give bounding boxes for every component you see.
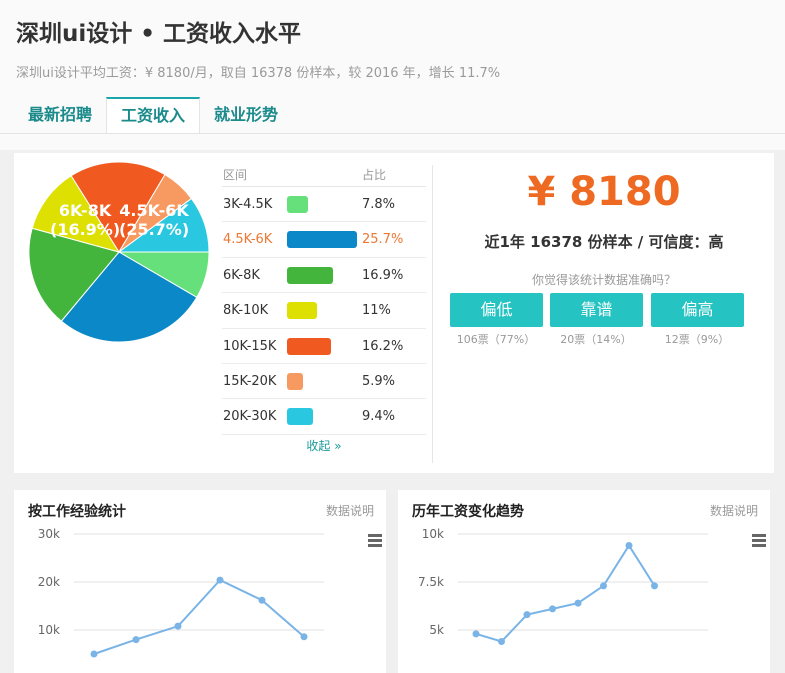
data-point[interactable] xyxy=(216,576,224,584)
data-point[interactable] xyxy=(651,582,658,590)
poll-question: 你觉得该统计数据准确吗？ xyxy=(531,273,676,287)
row-range: 3K-4.5K xyxy=(223,197,273,212)
vote-low-button[interactable]: 偏低 xyxy=(450,293,543,327)
tab-salary-income[interactable]: 工资收入 xyxy=(106,97,201,134)
row-bar xyxy=(287,302,317,320)
row-range: 4.5K-6K xyxy=(223,232,273,248)
vote-low-count: 106票（77%） xyxy=(456,333,536,346)
data-note-link[interactable]: 数据说明 xyxy=(325,504,374,518)
vertical-divider xyxy=(432,165,433,463)
data-point[interactable] xyxy=(600,582,607,590)
vote-accurate-button[interactable]: 靠谱 xyxy=(550,293,643,327)
tab-latest-jobs[interactable]: 最新招聘 xyxy=(28,105,93,124)
data-point[interactable] xyxy=(523,611,531,619)
row-bar xyxy=(287,372,304,390)
y-tick-label: 30k xyxy=(38,527,60,541)
chart-title: 按工作经验统计 xyxy=(28,504,126,520)
pie-label-6k-8k: 6K-8K (16.9%) xyxy=(50,201,120,239)
data-point[interactable] xyxy=(258,596,266,604)
pie-slice-10k-15k[interactable] xyxy=(70,161,166,253)
pie-label-4-5k-6k: 4.5K-6K (25.7%) xyxy=(119,201,189,239)
data-point[interactable] xyxy=(90,650,98,658)
row-bar xyxy=(287,337,332,355)
row-bar xyxy=(287,266,334,284)
pie-slice-4-5k-6k[interactable] xyxy=(60,251,198,343)
y-tick-label: 7.5k xyxy=(418,575,444,589)
hamburger-menu-icon[interactable] xyxy=(368,534,386,548)
series-line xyxy=(93,578,305,655)
data-point[interactable] xyxy=(174,622,182,630)
header-divider xyxy=(0,133,785,134)
pie-slice-6k-8k[interactable] xyxy=(28,227,120,322)
experience-line-chart: 10k 20k 30k xyxy=(38,527,324,658)
data-note-link[interactable]: 数据说明 xyxy=(709,504,758,518)
chart-title: 历年工资变化趋势 xyxy=(412,504,524,520)
pie-slice-8k-10k[interactable] xyxy=(31,175,121,253)
pie-chart-svg xyxy=(28,161,210,343)
series-line xyxy=(475,543,656,643)
average-salary: ¥ 8180 xyxy=(527,169,681,215)
y-tick-label: 10k xyxy=(422,527,444,541)
row-share: 25.7% xyxy=(362,232,404,248)
row-range: 20K-30K xyxy=(223,409,277,425)
row-share: 9.4% xyxy=(362,409,396,425)
row-range: 10K-15K xyxy=(223,338,277,354)
table-row[interactable]: 20K-30K 9.4% xyxy=(222,399,426,435)
row-share: 5.9% xyxy=(362,373,396,389)
data-point[interactable] xyxy=(472,630,480,638)
row-bar xyxy=(287,408,313,426)
row-bar xyxy=(287,231,357,249)
tab-employment-trend[interactable]: 就业形势 xyxy=(214,105,279,124)
pie-label-4-5k-6k-share: (25.7%) xyxy=(119,220,190,239)
yearly-trend-line-chart: 5k 7.5k 10k xyxy=(418,527,708,646)
distribution-table-header: 区间 占比 xyxy=(222,163,426,187)
y-tick-label: 20k xyxy=(38,575,60,589)
vote-high-count: 12票（9%） xyxy=(664,333,730,346)
tab-bar: 最新招聘 工资收入 就业形势 xyxy=(14,97,292,134)
collapse-link[interactable]: 收起 » xyxy=(306,438,342,453)
pie-label-4-5k-6k-range: 4.5K-6K xyxy=(119,201,189,220)
row-share: 11% xyxy=(362,303,391,319)
vote-high-button[interactable]: 偏高 xyxy=(651,293,744,327)
data-point[interactable] xyxy=(498,638,505,646)
table-row[interactable]: 4.5K-6K 25.7% xyxy=(222,222,426,258)
pie-chart: 6K-8K (16.9%) 4.5K-6K (25.7%) xyxy=(28,161,210,343)
data-point[interactable] xyxy=(625,542,633,550)
distribution-table: 区间 占比 3K-4.5K 7.8% 4.5K-6K 25.7% 6K-8K 1… xyxy=(222,163,426,454)
vote-accurate-count: 20票（14%） xyxy=(560,333,632,346)
distribution-rows: 3K-4.5K 7.8% 4.5K-6K 25.7% 6K-8K 16.9% 8… xyxy=(222,187,426,435)
data-point[interactable] xyxy=(132,636,140,644)
page-title: 深圳ui设计 • 工资收入水平 xyxy=(16,21,301,47)
table-row[interactable]: 3K-4.5K 7.8% xyxy=(222,187,426,223)
table-row[interactable]: 6K-8K 16.9% xyxy=(222,258,426,294)
y-tick-label: 10k xyxy=(38,623,60,637)
experience-chart-card: 按工作经验统计 数据说明 10k 20k 30k xyxy=(14,490,386,673)
page-subtitle: 深圳ui设计平均工资：¥ 8180/月，取自 16378 份样本，较 2016 … xyxy=(16,66,501,81)
row-share: 16.2% xyxy=(362,338,404,354)
pie-slice-20k-30k[interactable] xyxy=(117,197,210,253)
data-point[interactable] xyxy=(549,605,556,613)
data-point[interactable] xyxy=(574,599,582,607)
pie-label-6k-8k-range: 6K-8K xyxy=(58,201,112,220)
sample-info: 近1年 16378 份样本 / 可信度：高 xyxy=(484,233,724,251)
y-tick-label: 5k xyxy=(429,623,444,637)
salary-distribution-card: 6K-8K (16.9%) 4.5K-6K (25.7%) 区间 占比 3K-4… xyxy=(14,153,774,473)
data-point[interactable] xyxy=(300,633,308,641)
row-bar xyxy=(287,196,309,213)
row-range: 15K-20K xyxy=(223,373,277,389)
header-share: 占比 xyxy=(362,168,387,182)
table-row[interactable]: 8K-10K 11% xyxy=(222,293,426,329)
table-row[interactable]: 15K-20K 5.9% xyxy=(222,364,426,400)
table-row[interactable]: 10K-15K 16.2% xyxy=(222,329,426,364)
yearly-trend-chart-card: 历年工资变化趋势 数据说明 5k 7.5k 10k xyxy=(398,490,770,673)
row-range: 6K-8K xyxy=(223,267,260,283)
header-range: 区间 xyxy=(223,168,248,182)
row-share: 7.8% xyxy=(362,197,396,212)
header: 深圳ui设计 • 工资收入水平 深圳ui设计平均工资：¥ 8180/月，取自 1… xyxy=(0,0,785,150)
hamburger-menu-icon[interactable] xyxy=(752,534,770,548)
row-range: 8K-10K xyxy=(223,303,269,319)
pie-label-6k-8k-share: (16.9%) xyxy=(50,220,121,239)
row-share: 16.9% xyxy=(362,267,404,283)
